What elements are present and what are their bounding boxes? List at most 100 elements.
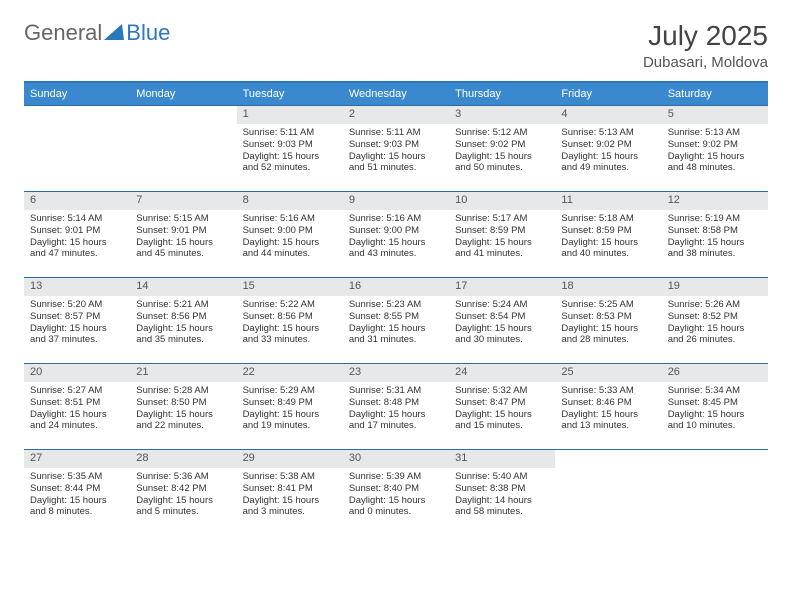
- sunrise-text: Sunrise: 5:26 AM: [668, 299, 762, 311]
- sunset-text: Sunset: 8:54 PM: [455, 311, 549, 323]
- sunset-text: Sunset: 9:00 PM: [349, 225, 443, 237]
- daylight-text: Daylight: 15 hours and 48 minutes.: [668, 151, 762, 175]
- sunset-text: Sunset: 8:40 PM: [349, 483, 443, 495]
- calendar-cell: 3Sunrise: 5:12 AMSunset: 9:02 PMDaylight…: [449, 106, 555, 192]
- daylight-text: Daylight: 15 hours and 19 minutes.: [243, 409, 337, 433]
- sunrise-text: Sunrise: 5:17 AM: [455, 213, 549, 225]
- calendar-cell: 19Sunrise: 5:26 AMSunset: 8:52 PMDayligh…: [662, 278, 768, 364]
- sunset-text: Sunset: 8:49 PM: [243, 397, 337, 409]
- sunset-text: Sunset: 8:51 PM: [30, 397, 124, 409]
- daylight-text: Daylight: 15 hours and 5 minutes.: [136, 495, 230, 519]
- day-body: Sunrise: 5:27 AMSunset: 8:51 PMDaylight:…: [24, 382, 130, 437]
- calendar-head: Sunday Monday Tuesday Wednesday Thursday…: [24, 83, 768, 106]
- sunrise-text: Sunrise: 5:31 AM: [349, 385, 443, 397]
- daylight-text: Daylight: 15 hours and 43 minutes.: [349, 237, 443, 261]
- day-body: Sunrise: 5:25 AMSunset: 8:53 PMDaylight:…: [555, 296, 661, 351]
- calendar-cell: 5Sunrise: 5:13 AMSunset: 9:02 PMDaylight…: [662, 106, 768, 192]
- day-body: Sunrise: 5:23 AMSunset: 8:55 PMDaylight:…: [343, 296, 449, 351]
- month-title: July 2025: [643, 20, 768, 52]
- sunrise-text: Sunrise: 5:15 AM: [136, 213, 230, 225]
- daylight-text: Daylight: 15 hours and 52 minutes.: [243, 151, 337, 175]
- sunset-text: Sunset: 9:01 PM: [136, 225, 230, 237]
- sunrise-text: Sunrise: 5:18 AM: [561, 213, 655, 225]
- day-number: 11: [555, 192, 661, 210]
- calendar-cell: 26Sunrise: 5:34 AMSunset: 8:45 PMDayligh…: [662, 364, 768, 450]
- sunset-text: Sunset: 8:45 PM: [668, 397, 762, 409]
- calendar-cell: [24, 106, 130, 192]
- sunset-text: Sunset: 8:57 PM: [30, 311, 124, 323]
- day-number: 28: [130, 450, 236, 468]
- sunset-text: Sunset: 8:48 PM: [349, 397, 443, 409]
- day-number: 2: [343, 106, 449, 124]
- day-header: Thursday: [449, 83, 555, 106]
- sunrise-text: Sunrise: 5:32 AM: [455, 385, 549, 397]
- day-body: Sunrise: 5:28 AMSunset: 8:50 PMDaylight:…: [130, 382, 236, 437]
- daylight-text: Daylight: 15 hours and 13 minutes.: [561, 409, 655, 433]
- day-body: Sunrise: 5:11 AMSunset: 9:03 PMDaylight:…: [237, 124, 343, 179]
- day-header: Friday: [555, 83, 661, 106]
- day-number: 16: [343, 278, 449, 296]
- brand-part1: General: [24, 20, 102, 46]
- day-number: 12: [662, 192, 768, 210]
- day-body: Sunrise: 5:13 AMSunset: 9:02 PMDaylight:…: [662, 124, 768, 179]
- daylight-text: Daylight: 15 hours and 0 minutes.: [349, 495, 443, 519]
- sunrise-text: Sunrise: 5:11 AM: [243, 127, 337, 139]
- day-header: Sunday: [24, 83, 130, 106]
- calendar-cell: 28Sunrise: 5:36 AMSunset: 8:42 PMDayligh…: [130, 450, 236, 536]
- day-body: Sunrise: 5:34 AMSunset: 8:45 PMDaylight:…: [662, 382, 768, 437]
- day-number: 26: [662, 364, 768, 382]
- daylight-text: Daylight: 15 hours and 49 minutes.: [561, 151, 655, 175]
- day-number: 22: [237, 364, 343, 382]
- daylight-text: Daylight: 15 hours and 51 minutes.: [349, 151, 443, 175]
- day-body: Sunrise: 5:16 AMSunset: 9:00 PMDaylight:…: [343, 210, 449, 265]
- calendar-cell: 2Sunrise: 5:11 AMSunset: 9:03 PMDaylight…: [343, 106, 449, 192]
- calendar-cell: 18Sunrise: 5:25 AMSunset: 8:53 PMDayligh…: [555, 278, 661, 364]
- sunset-text: Sunset: 8:56 PM: [243, 311, 337, 323]
- sunset-text: Sunset: 9:03 PM: [349, 139, 443, 151]
- day-number: 15: [237, 278, 343, 296]
- calendar-cell: 21Sunrise: 5:28 AMSunset: 8:50 PMDayligh…: [130, 364, 236, 450]
- sunset-text: Sunset: 9:01 PM: [30, 225, 124, 237]
- daylight-text: Daylight: 15 hours and 10 minutes.: [668, 409, 762, 433]
- day-number: 7: [130, 192, 236, 210]
- calendar-table: Sunday Monday Tuesday Wednesday Thursday…: [24, 83, 768, 536]
- calendar-cell: 12Sunrise: 5:19 AMSunset: 8:58 PMDayligh…: [662, 192, 768, 278]
- day-body: Sunrise: 5:29 AMSunset: 8:49 PMDaylight:…: [237, 382, 343, 437]
- sunrise-text: Sunrise: 5:38 AM: [243, 471, 337, 483]
- calendar-cell: 10Sunrise: 5:17 AMSunset: 8:59 PMDayligh…: [449, 192, 555, 278]
- daylight-text: Daylight: 15 hours and 8 minutes.: [30, 495, 124, 519]
- calendar-week: 27Sunrise: 5:35 AMSunset: 8:44 PMDayligh…: [24, 450, 768, 536]
- sunrise-text: Sunrise: 5:22 AM: [243, 299, 337, 311]
- day-number: 19: [662, 278, 768, 296]
- sunset-text: Sunset: 8:50 PM: [136, 397, 230, 409]
- day-body: Sunrise: 5:15 AMSunset: 9:01 PMDaylight:…: [130, 210, 236, 265]
- daylight-text: Daylight: 15 hours and 37 minutes.: [30, 323, 124, 347]
- day-header: Saturday: [662, 83, 768, 106]
- day-header: Monday: [130, 83, 236, 106]
- day-body: Sunrise: 5:20 AMSunset: 8:57 PMDaylight:…: [24, 296, 130, 351]
- sunrise-text: Sunrise: 5:19 AM: [668, 213, 762, 225]
- calendar-cell: [130, 106, 236, 192]
- day-number: 21: [130, 364, 236, 382]
- daylight-text: Daylight: 15 hours and 45 minutes.: [136, 237, 230, 261]
- day-number: 6: [24, 192, 130, 210]
- sunrise-text: Sunrise: 5:39 AM: [349, 471, 443, 483]
- calendar-cell: 17Sunrise: 5:24 AMSunset: 8:54 PMDayligh…: [449, 278, 555, 364]
- calendar-cell: 29Sunrise: 5:38 AMSunset: 8:41 PMDayligh…: [237, 450, 343, 536]
- sunset-text: Sunset: 8:44 PM: [30, 483, 124, 495]
- calendar-cell: 14Sunrise: 5:21 AMSunset: 8:56 PMDayligh…: [130, 278, 236, 364]
- calendar-week: 6Sunrise: 5:14 AMSunset: 9:01 PMDaylight…: [24, 192, 768, 278]
- day-body: Sunrise: 5:11 AMSunset: 9:03 PMDaylight:…: [343, 124, 449, 179]
- sunset-text: Sunset: 8:38 PM: [455, 483, 549, 495]
- day-body: Sunrise: 5:21 AMSunset: 8:56 PMDaylight:…: [130, 296, 236, 351]
- brand-logo: General Blue: [24, 20, 170, 46]
- day-number: 1: [237, 106, 343, 124]
- day-number: 8: [237, 192, 343, 210]
- daylight-text: Daylight: 15 hours and 38 minutes.: [668, 237, 762, 261]
- daylight-text: Daylight: 15 hours and 15 minutes.: [455, 409, 549, 433]
- sunrise-text: Sunrise: 5:33 AM: [561, 385, 655, 397]
- day-body: Sunrise: 5:26 AMSunset: 8:52 PMDaylight:…: [662, 296, 768, 351]
- sunrise-text: Sunrise: 5:29 AM: [243, 385, 337, 397]
- daylight-text: Daylight: 15 hours and 30 minutes.: [455, 323, 549, 347]
- day-body: Sunrise: 5:16 AMSunset: 9:00 PMDaylight:…: [237, 210, 343, 265]
